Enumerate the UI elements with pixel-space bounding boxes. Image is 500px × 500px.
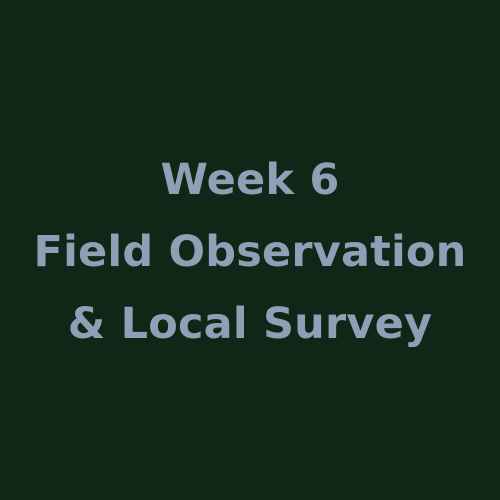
title-block: Week 6 Field Observation & Local Survey [34, 144, 467, 360]
title-line-subtopic: & Local Survey [67, 299, 433, 349]
title-line-topic: Field Observation [33, 227, 467, 277]
title-line-week: Week 6 [160, 155, 340, 205]
